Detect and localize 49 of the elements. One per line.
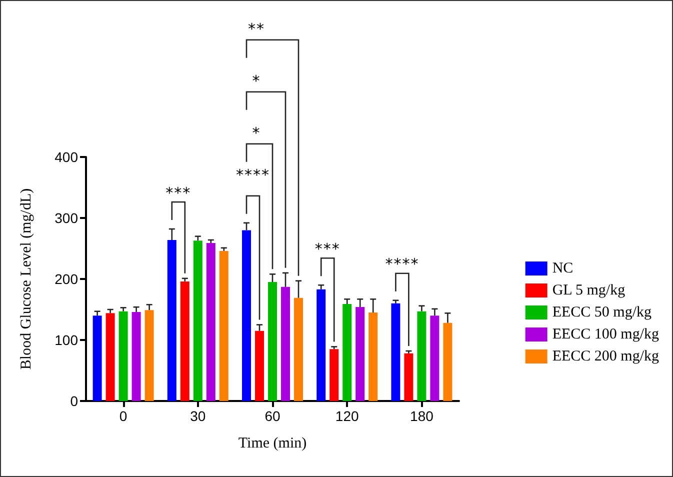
y-axis-title: Blood Glucose Level (mg/dL)	[18, 188, 34, 370]
y-tick-label: 400	[54, 149, 78, 165]
bar	[242, 230, 251, 401]
bar	[430, 316, 440, 401]
y-tick-label: 0	[70, 393, 78, 409]
bar	[268, 282, 277, 401]
bar	[206, 243, 216, 401]
bar	[391, 303, 400, 401]
bar	[404, 353, 414, 401]
text: **	[248, 20, 265, 38]
legend-label: EECC 100 mg/kg	[552, 326, 660, 342]
x-tick-label: 60	[264, 408, 280, 424]
y-tick-label: 100	[54, 332, 78, 348]
bar	[281, 286, 290, 401]
bar	[167, 240, 176, 401]
annotation: ****	[236, 166, 270, 184]
x-tick-label: 180	[410, 408, 434, 424]
y-tick-label: 300	[54, 210, 78, 226]
bar	[443, 322, 452, 401]
bar	[330, 349, 339, 401]
x-tick-label: 30	[190, 408, 206, 424]
bar	[356, 307, 365, 401]
legend-label: EECC 200 mg/kg	[552, 348, 660, 364]
bar	[219, 250, 228, 401]
text: *	[252, 72, 261, 90]
bar	[118, 311, 128, 401]
bar	[144, 310, 154, 401]
bar	[193, 240, 202, 401]
x-axis-title: Time (min)	[238, 436, 307, 452]
text: *	[252, 124, 261, 142]
bar	[342, 304, 352, 401]
legend-label: EECC 50 mg/kg	[552, 304, 652, 320]
annotation: ***	[166, 184, 192, 202]
bar	[132, 312, 141, 401]
bar	[417, 311, 426, 401]
annotation: ***	[314, 240, 340, 258]
bar	[255, 330, 264, 401]
x-tick-label: 0	[119, 408, 128, 424]
bar	[316, 289, 326, 401]
bar	[92, 316, 102, 401]
annotation: ****	[385, 255, 420, 274]
legend-label: NC	[552, 260, 574, 276]
bar	[106, 313, 115, 401]
bar	[180, 281, 190, 401]
bar	[368, 312, 378, 401]
legend-label: GL 5 mg/kg	[552, 282, 626, 298]
y-tick-label: 200	[54, 271, 78, 287]
bar	[294, 298, 303, 401]
x-tick-label: 120	[335, 408, 359, 424]
